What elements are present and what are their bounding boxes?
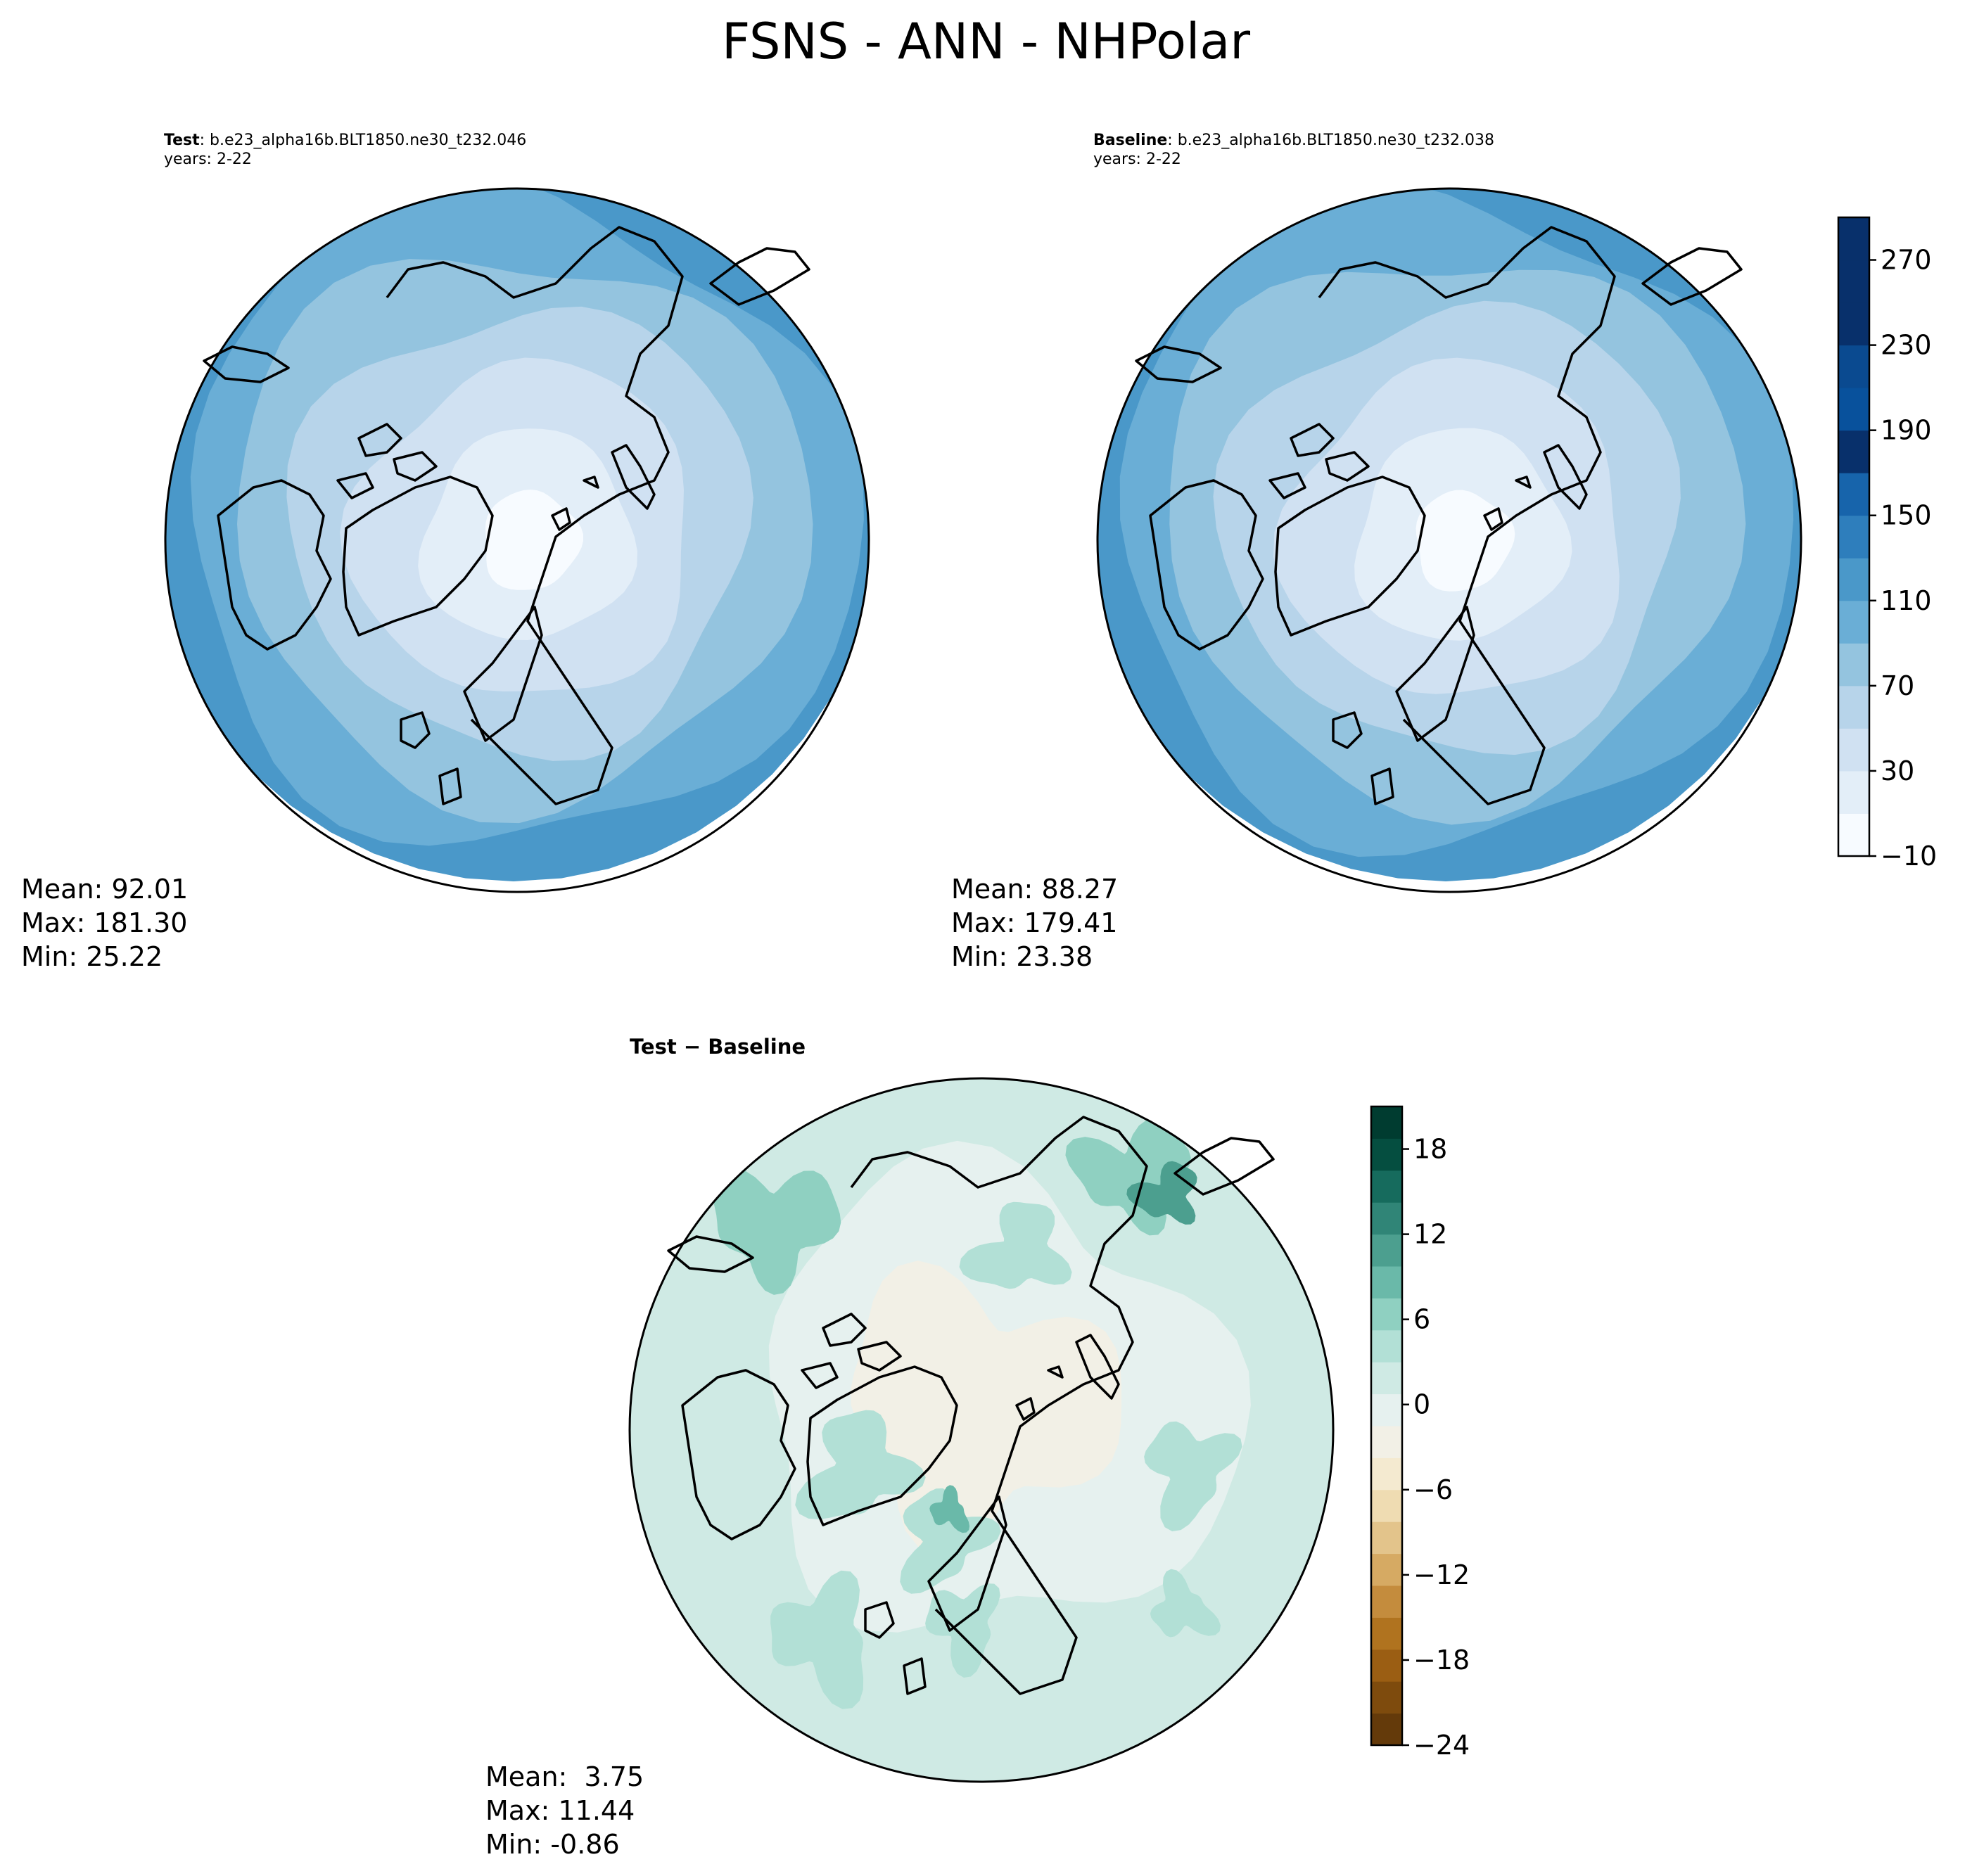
colorbar-swatch bbox=[1371, 1585, 1402, 1618]
colorbar-swatch bbox=[1371, 1489, 1402, 1522]
colorbar-tick-label: −18 bbox=[1413, 1645, 1470, 1676]
colorbar-swatch bbox=[1371, 1457, 1402, 1491]
test-max-label: Max: bbox=[21, 907, 86, 938]
colorbar-swatch bbox=[1838, 302, 1869, 346]
colorbar-swatch bbox=[1371, 1426, 1402, 1458]
diff-polar-map bbox=[628, 1077, 1335, 1783]
baseline-mean-value: 88.27 bbox=[1041, 874, 1119, 905]
diff-max-value: 11.44 bbox=[558, 1795, 635, 1826]
colorbar-tick-label: 110 bbox=[1881, 585, 1932, 616]
test-min-label: Min: bbox=[21, 941, 78, 972]
coastline bbox=[203, 226, 810, 805]
colorbar-tick-label: 70 bbox=[1881, 670, 1914, 701]
coastline bbox=[667, 1116, 1275, 1695]
colorbar-tick-label: 6 bbox=[1413, 1304, 1430, 1335]
test-stats: Mean: 92.01 Max: 181.30 Min: 25.22 bbox=[21, 872, 188, 974]
colorbar-swatch bbox=[1371, 1202, 1402, 1235]
colorbar-tick-label: 30 bbox=[1881, 755, 1914, 786]
colorbar-swatch bbox=[1371, 1617, 1402, 1650]
test-polar-map bbox=[164, 187, 870, 893]
colorbar-tick-label: 270 bbox=[1881, 245, 1932, 276]
test-title-text: : b.e23_alpha16b.BLT1850.ne30_t232.046 bbox=[199, 132, 527, 149]
colorbar-swatch bbox=[1838, 685, 1869, 729]
test-mean-value: 92.01 bbox=[111, 874, 189, 905]
test-title-bold: Test bbox=[164, 132, 200, 149]
baseline-title-text: : b.e23_alpha16b.BLT1850.ne30_t232.038 bbox=[1167, 132, 1494, 149]
colorbar-swatch bbox=[1371, 1362, 1402, 1395]
baseline-panel-subtitle: years: 2-22 bbox=[1093, 151, 1181, 168]
colorbar-swatch bbox=[1838, 813, 1869, 857]
colorbar-swatch bbox=[1838, 515, 1869, 559]
colorbar-swatch bbox=[1838, 770, 1869, 814]
diff-min-label: Min: bbox=[485, 1829, 542, 1860]
colorbar-tick-label: −12 bbox=[1413, 1559, 1470, 1590]
diff-max-label: Max: bbox=[485, 1795, 550, 1826]
colorbar-swatch bbox=[1371, 1649, 1402, 1682]
baseline-title-bold: Baseline bbox=[1093, 132, 1168, 149]
colorbar-swatch bbox=[1838, 643, 1869, 687]
diverging-colorbar: −24 −18 −12 −6 0 6 12 18 bbox=[1370, 1105, 1470, 1761]
colorbar-swatch bbox=[1371, 1521, 1402, 1555]
colorbar-swatch bbox=[1838, 345, 1869, 388]
diff-stats: Mean: 3.75 Max: 11.44 Min: -0.86 bbox=[485, 1760, 644, 1861]
diff-panel-title: Test − Baseline bbox=[630, 1035, 806, 1059]
diff-mean-value: 3.75 bbox=[575, 1761, 644, 1792]
figure-title: FSNS - ANN - NHPolar bbox=[721, 13, 1251, 70]
test-max-value: 181.30 bbox=[94, 907, 188, 938]
colorbar-swatch bbox=[1371, 1266, 1402, 1298]
colorbar-tick-label: −24 bbox=[1413, 1730, 1470, 1761]
colorbar-tick-label: 18 bbox=[1413, 1134, 1447, 1165]
diff-mean-label: Mean: bbox=[485, 1761, 568, 1792]
coastline bbox=[1135, 226, 1743, 805]
baseline-max-label: Max: bbox=[951, 907, 1016, 938]
colorbar-frame bbox=[1837, 216, 1871, 857]
colorbar-frame bbox=[1370, 1105, 1404, 1747]
colorbar-swatch bbox=[1371, 1329, 1402, 1363]
test-panel-title: Test: b.e23_alpha16b.BLT1850.ne30_t232.0… bbox=[164, 131, 526, 150]
colorbar-swatch bbox=[1838, 728, 1869, 772]
colorbar-swatch bbox=[1838, 430, 1869, 473]
colorbar-swatch bbox=[1838, 260, 1869, 303]
colorbar-tick-label: −10 bbox=[1881, 841, 1937, 872]
colorbar-swatch bbox=[1838, 217, 1869, 261]
colorbar-swatch bbox=[1371, 1138, 1402, 1171]
colorbar-swatch bbox=[1371, 1681, 1402, 1714]
baseline-max-value: 179.41 bbox=[1024, 907, 1118, 938]
colorbar-swatch bbox=[1371, 1713, 1402, 1746]
colorbar-tick-label: 12 bbox=[1413, 1219, 1447, 1250]
baseline-mean-label: Mean: bbox=[951, 874, 1033, 905]
baseline-min-value: 23.38 bbox=[1016, 941, 1093, 972]
baseline-stats: Mean: 88.27 Max: 179.41 Min: 23.38 bbox=[951, 872, 1118, 974]
colorbar-swatch bbox=[1838, 388, 1869, 431]
colorbar-swatch bbox=[1838, 473, 1869, 516]
baseline-panel-title: Baseline: b.e23_alpha16b.BLT1850.ne30_t2… bbox=[1093, 131, 1494, 150]
baseline-polar-map bbox=[1096, 187, 1802, 893]
colorbar-swatch bbox=[1838, 600, 1869, 644]
colorbar-tick-label: 190 bbox=[1881, 415, 1932, 446]
colorbar-tick-label: −6 bbox=[1413, 1474, 1453, 1505]
test-mean-label: Mean: bbox=[21, 874, 103, 905]
colorbar-swatch bbox=[1371, 1553, 1402, 1586]
test-panel-subtitle: years: 2-22 bbox=[164, 151, 252, 168]
colorbar-swatch bbox=[1371, 1298, 1402, 1331]
colorbar-swatch bbox=[1371, 1170, 1402, 1203]
diff-min-value: -0.86 bbox=[550, 1829, 620, 1860]
colorbar-tick-label: 0 bbox=[1413, 1389, 1430, 1420]
colorbar-tick-label: 230 bbox=[1881, 330, 1932, 361]
baseline-min-label: Min: bbox=[951, 941, 1008, 972]
colorbar-swatch bbox=[1371, 1106, 1402, 1139]
colorbar-swatch bbox=[1371, 1234, 1402, 1267]
test-min-value: 25.22 bbox=[86, 941, 163, 972]
colorbar-swatch bbox=[1371, 1393, 1402, 1427]
blues-colorbar: −10 30 70 110 150 190 230 270 bbox=[1837, 216, 1937, 872]
colorbar-swatch bbox=[1838, 558, 1869, 601]
colorbar-tick-label: 150 bbox=[1881, 500, 1932, 531]
